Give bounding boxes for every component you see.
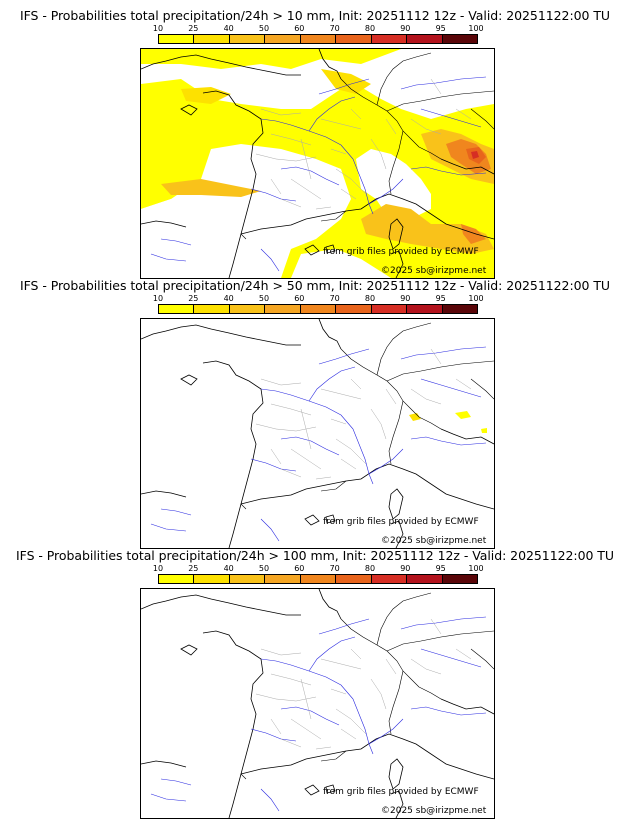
- colorbar-label: 25: [188, 294, 199, 303]
- colorbar-segment: [229, 35, 266, 43]
- colorbar-label: 70: [329, 294, 340, 303]
- map[interactable]: from grib files provided by ECMWF ©2025 …: [140, 588, 495, 819]
- precip-field: [409, 411, 487, 433]
- colorbar-segment: [407, 35, 443, 43]
- panel-3: IFS - Probabilities total precipitation/…: [0, 548, 630, 824]
- colorbar-label: 60: [294, 564, 305, 573]
- colorbar-label: 70: [329, 24, 340, 33]
- colorbar-label: 90: [400, 24, 411, 33]
- colorbar-segment: [229, 305, 266, 313]
- colorbar-label: 60: [294, 294, 305, 303]
- colorbar-label: 10: [152, 24, 164, 33]
- colorbar-labels: 10 25 40 50 60 70 80 90 95 100: [153, 24, 484, 34]
- colorbar-segment: [442, 35, 477, 43]
- colorbar-labels: 10 25 40 50 60 70 80 90 95 100: [153, 294, 484, 304]
- panel-1: IFS - Probabilities total precipitation/…: [0, 8, 630, 284]
- map[interactable]: from grib files provided by ECMWF ©2025 …: [140, 318, 495, 549]
- credit-grib: from grib files provided by ECMWF: [323, 517, 479, 527]
- panel-title: IFS - Probabilities total precipitation/…: [19, 278, 611, 293]
- credit-copyright: ©2025 sb@irizpme.net: [381, 266, 487, 276]
- credit-copyright: ©2025 sb@irizpme.net: [381, 536, 487, 546]
- credit-grib: from grib files provided by ECMWF: [323, 787, 479, 797]
- colorbar-segment: [265, 575, 301, 583]
- colorbar-segment: [407, 575, 443, 583]
- colorbar-segment: [194, 35, 230, 43]
- colorbar-label: 70: [329, 564, 340, 573]
- colorbar-segment: [407, 305, 443, 313]
- colorbar-segment: [336, 305, 372, 313]
- colorbar-segment: [194, 305, 230, 313]
- colorbar-label: 25: [188, 564, 199, 573]
- colorbar-segment: [229, 575, 266, 583]
- colorbar-segment: [159, 575, 195, 583]
- colorbar-label: 40: [223, 24, 234, 33]
- colorbar-label: 95: [435, 564, 446, 573]
- colorbar-labels: 10 25 40 50 60 70 80 90 95 100: [153, 564, 484, 574]
- map-layers: [141, 319, 494, 548]
- colorbar: [158, 574, 478, 584]
- colorbar-segment: [371, 35, 408, 43]
- colorbar-label: 90: [400, 294, 411, 303]
- colorbar-label: 100: [468, 294, 484, 303]
- colorbar-segment: [300, 575, 337, 583]
- colorbar-label: 50: [258, 294, 270, 303]
- colorbar-label: 80: [364, 294, 376, 303]
- colorbar-label: 10: [152, 564, 164, 573]
- map[interactable]: from grib files provided by ECMWF ©2025 …: [140, 48, 495, 279]
- colorbar-label: 80: [364, 24, 376, 33]
- colorbar-segment: [442, 575, 477, 583]
- precip-field: [141, 49, 494, 278]
- colorbar-label: 40: [223, 294, 234, 303]
- colorbar-segment: [300, 305, 337, 313]
- colorbar-label: 10: [152, 294, 164, 303]
- colorbar-segment: [371, 575, 408, 583]
- colorbar-label: 50: [258, 564, 270, 573]
- colorbar-label: 50: [258, 24, 270, 33]
- colorbar-segment: [265, 305, 301, 313]
- panel-title: IFS - Probabilities total precipitation/…: [19, 8, 611, 23]
- credit-grib: from grib files provided by ECMWF: [323, 247, 479, 257]
- colorbar-segment: [442, 305, 477, 313]
- colorbar-label: 100: [468, 24, 484, 33]
- colorbar-label: 25: [188, 24, 199, 33]
- colorbar: [158, 304, 478, 314]
- colorbar-label: 90: [400, 564, 411, 573]
- colorbar-label: 80: [364, 564, 376, 573]
- panel-2: IFS - Probabilities total precipitation/…: [0, 278, 630, 554]
- colorbar-segment: [194, 575, 230, 583]
- colorbar-label: 100: [468, 564, 484, 573]
- colorbar-segment: [159, 35, 195, 43]
- colorbar-segment: [159, 305, 195, 313]
- colorbar-segment: [336, 35, 372, 43]
- panel-title: IFS - Probabilities total precipitation/…: [16, 548, 614, 563]
- colorbar-segment: [300, 35, 337, 43]
- colorbar-segment: [265, 35, 301, 43]
- map-layers: [141, 49, 494, 278]
- colorbar: [158, 34, 478, 44]
- colorbar-segment: [336, 575, 372, 583]
- colorbar-label: 60: [294, 24, 305, 33]
- colorbar-label: 95: [435, 294, 446, 303]
- colorbar-label: 95: [435, 24, 446, 33]
- credit-copyright: ©2025 sb@irizpme.net: [381, 806, 487, 816]
- colorbar-segment: [371, 305, 408, 313]
- map-layers: [141, 589, 494, 818]
- colorbar-label: 40: [223, 564, 234, 573]
